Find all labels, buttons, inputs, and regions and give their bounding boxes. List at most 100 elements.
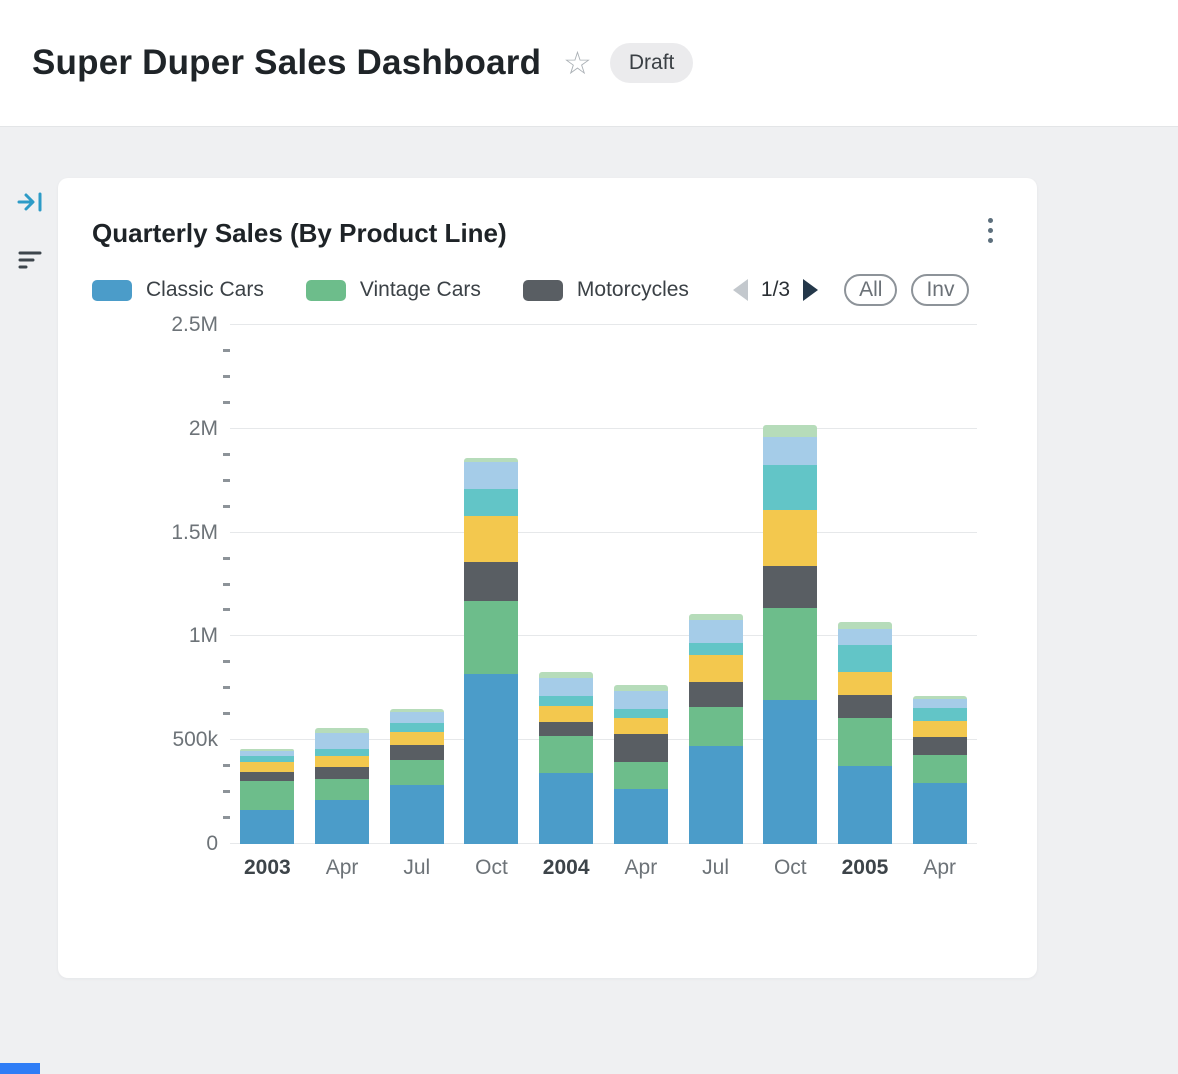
legend-all-button[interactable]: All (844, 274, 898, 306)
x-axis-label: Jul (403, 856, 431, 879)
bar-segment (240, 748, 295, 751)
y-axis-minor-tick (223, 348, 230, 352)
chart-bar[interactable] (464, 457, 519, 844)
y-axis-minor-tick (223, 764, 230, 768)
bar-segment (389, 709, 444, 713)
y-axis-label: 2M (188, 416, 218, 440)
x-axis-label: Apr (923, 856, 957, 879)
legend-label: Motorcycles (576, 278, 689, 301)
bar-segment (837, 671, 892, 695)
card-header: Quarterly Sales (By Product Line) (92, 210, 1003, 251)
gridline (230, 635, 977, 637)
chart-card: Quarterly Sales (By Product Line) Classi… (58, 178, 1037, 978)
x-axis-label: 2003 (243, 856, 291, 879)
page-title: Super Duper Sales Dashboard (32, 43, 542, 82)
chart-bar[interactable] (613, 685, 668, 844)
bar-segment (389, 731, 444, 746)
bar-segment (837, 694, 892, 719)
bar-segment (688, 655, 743, 683)
bar-segment (539, 773, 594, 844)
bar-segment (539, 721, 594, 737)
chart-bar[interactable] (837, 621, 892, 844)
bar-slot (379, 325, 454, 844)
bar-segment (315, 748, 370, 756)
gridline (230, 324, 977, 325)
status-badge: Draft (609, 43, 694, 83)
bar-segment (763, 465, 818, 510)
bar-segment (315, 732, 370, 749)
legend-row: Classic Cars Vintage Cars Motorcycles 1/… (92, 273, 1003, 307)
y-axis-minor-tick (223, 608, 230, 612)
legend-item-motorcycles[interactable]: Motorcycles (522, 278, 689, 302)
legend-swatch (92, 279, 132, 301)
bar-segment (315, 727, 370, 733)
bar-segment (240, 809, 295, 844)
bar-segment (389, 722, 444, 732)
plot-area (230, 324, 977, 844)
chart-bar[interactable] (389, 709, 444, 844)
chart-bar[interactable] (539, 671, 594, 844)
y-axis-minor-tick (223, 816, 230, 820)
y-axis-minor-tick (223, 504, 230, 508)
bar-segment (912, 737, 967, 755)
bar-segment (464, 601, 519, 674)
y-axis: 0 500k 1M 1.5M 2M 2.5M (92, 313, 230, 855)
legend-inv-button[interactable]: Inv (911, 274, 970, 306)
bar-segment (613, 734, 668, 763)
legend-item-classic-cars[interactable]: Classic Cars (92, 278, 264, 302)
filter-button[interactable] (14, 248, 46, 276)
y-axis-label: 0 (206, 832, 218, 855)
bar-segment (837, 621, 892, 630)
expand-panel-button[interactable] (14, 190, 46, 218)
bar-segment (240, 755, 295, 763)
bar-slot (454, 325, 529, 844)
app-header: Super Duper Sales Dashboard ☆ Draft (0, 0, 1178, 127)
y-axis-label: 500k (172, 728, 218, 752)
chart-bar[interactable] (912, 695, 967, 844)
x-axis-label: Oct (773, 856, 807, 879)
bar-segment (389, 759, 444, 785)
legend-label: Classic Cars (146, 278, 264, 301)
bar-segment (389, 712, 444, 723)
x-axis-label: 2004 (542, 856, 590, 879)
chart-bar[interactable] (763, 424, 818, 844)
star-icon[interactable]: ☆ (563, 45, 592, 81)
x-axis-label: Oct (475, 856, 508, 879)
bar-segment (613, 762, 668, 789)
bar-slot (604, 325, 679, 844)
y-axis-minor-tick (223, 582, 230, 586)
legend-item-vintage-cars[interactable]: Vintage Cars (305, 278, 481, 302)
bar-segment (464, 462, 519, 490)
kebab-menu-icon[interactable] (978, 210, 1003, 251)
bar-segment (688, 619, 743, 643)
bar-segment (539, 736, 594, 774)
legend-prev-icon[interactable] (732, 279, 748, 301)
chart-bar[interactable] (688, 613, 743, 844)
bar-segment (688, 613, 743, 620)
bar-segment (763, 437, 818, 466)
bar-segment (464, 457, 519, 463)
y-axis-minor-tick (223, 660, 230, 664)
bar-segment (837, 766, 892, 844)
bar-segment (464, 561, 519, 602)
bar-segment (315, 755, 370, 768)
arrow-to-bar-icon (16, 190, 44, 219)
y-axis-minor-tick (223, 478, 230, 482)
bar-slot (230, 325, 305, 844)
x-axis-label: Apr (624, 856, 658, 879)
bar-segment (912, 695, 967, 699)
bar-segment (613, 789, 668, 844)
chart-bar[interactable] (240, 748, 295, 844)
bar-segment (464, 489, 519, 517)
y-axis-minor-tick (223, 452, 230, 456)
bar-segment (613, 691, 668, 710)
bar-slot (828, 325, 903, 844)
bar-segment (912, 708, 967, 721)
bar-segment (912, 782, 967, 844)
legend-next-icon[interactable] (803, 279, 819, 301)
legend-pager: 1/3 (732, 278, 819, 302)
y-axis-label: 1.5M (171, 520, 218, 544)
bar-segment (837, 629, 892, 645)
chart-bar[interactable] (315, 727, 370, 844)
bar-segment (688, 746, 743, 844)
